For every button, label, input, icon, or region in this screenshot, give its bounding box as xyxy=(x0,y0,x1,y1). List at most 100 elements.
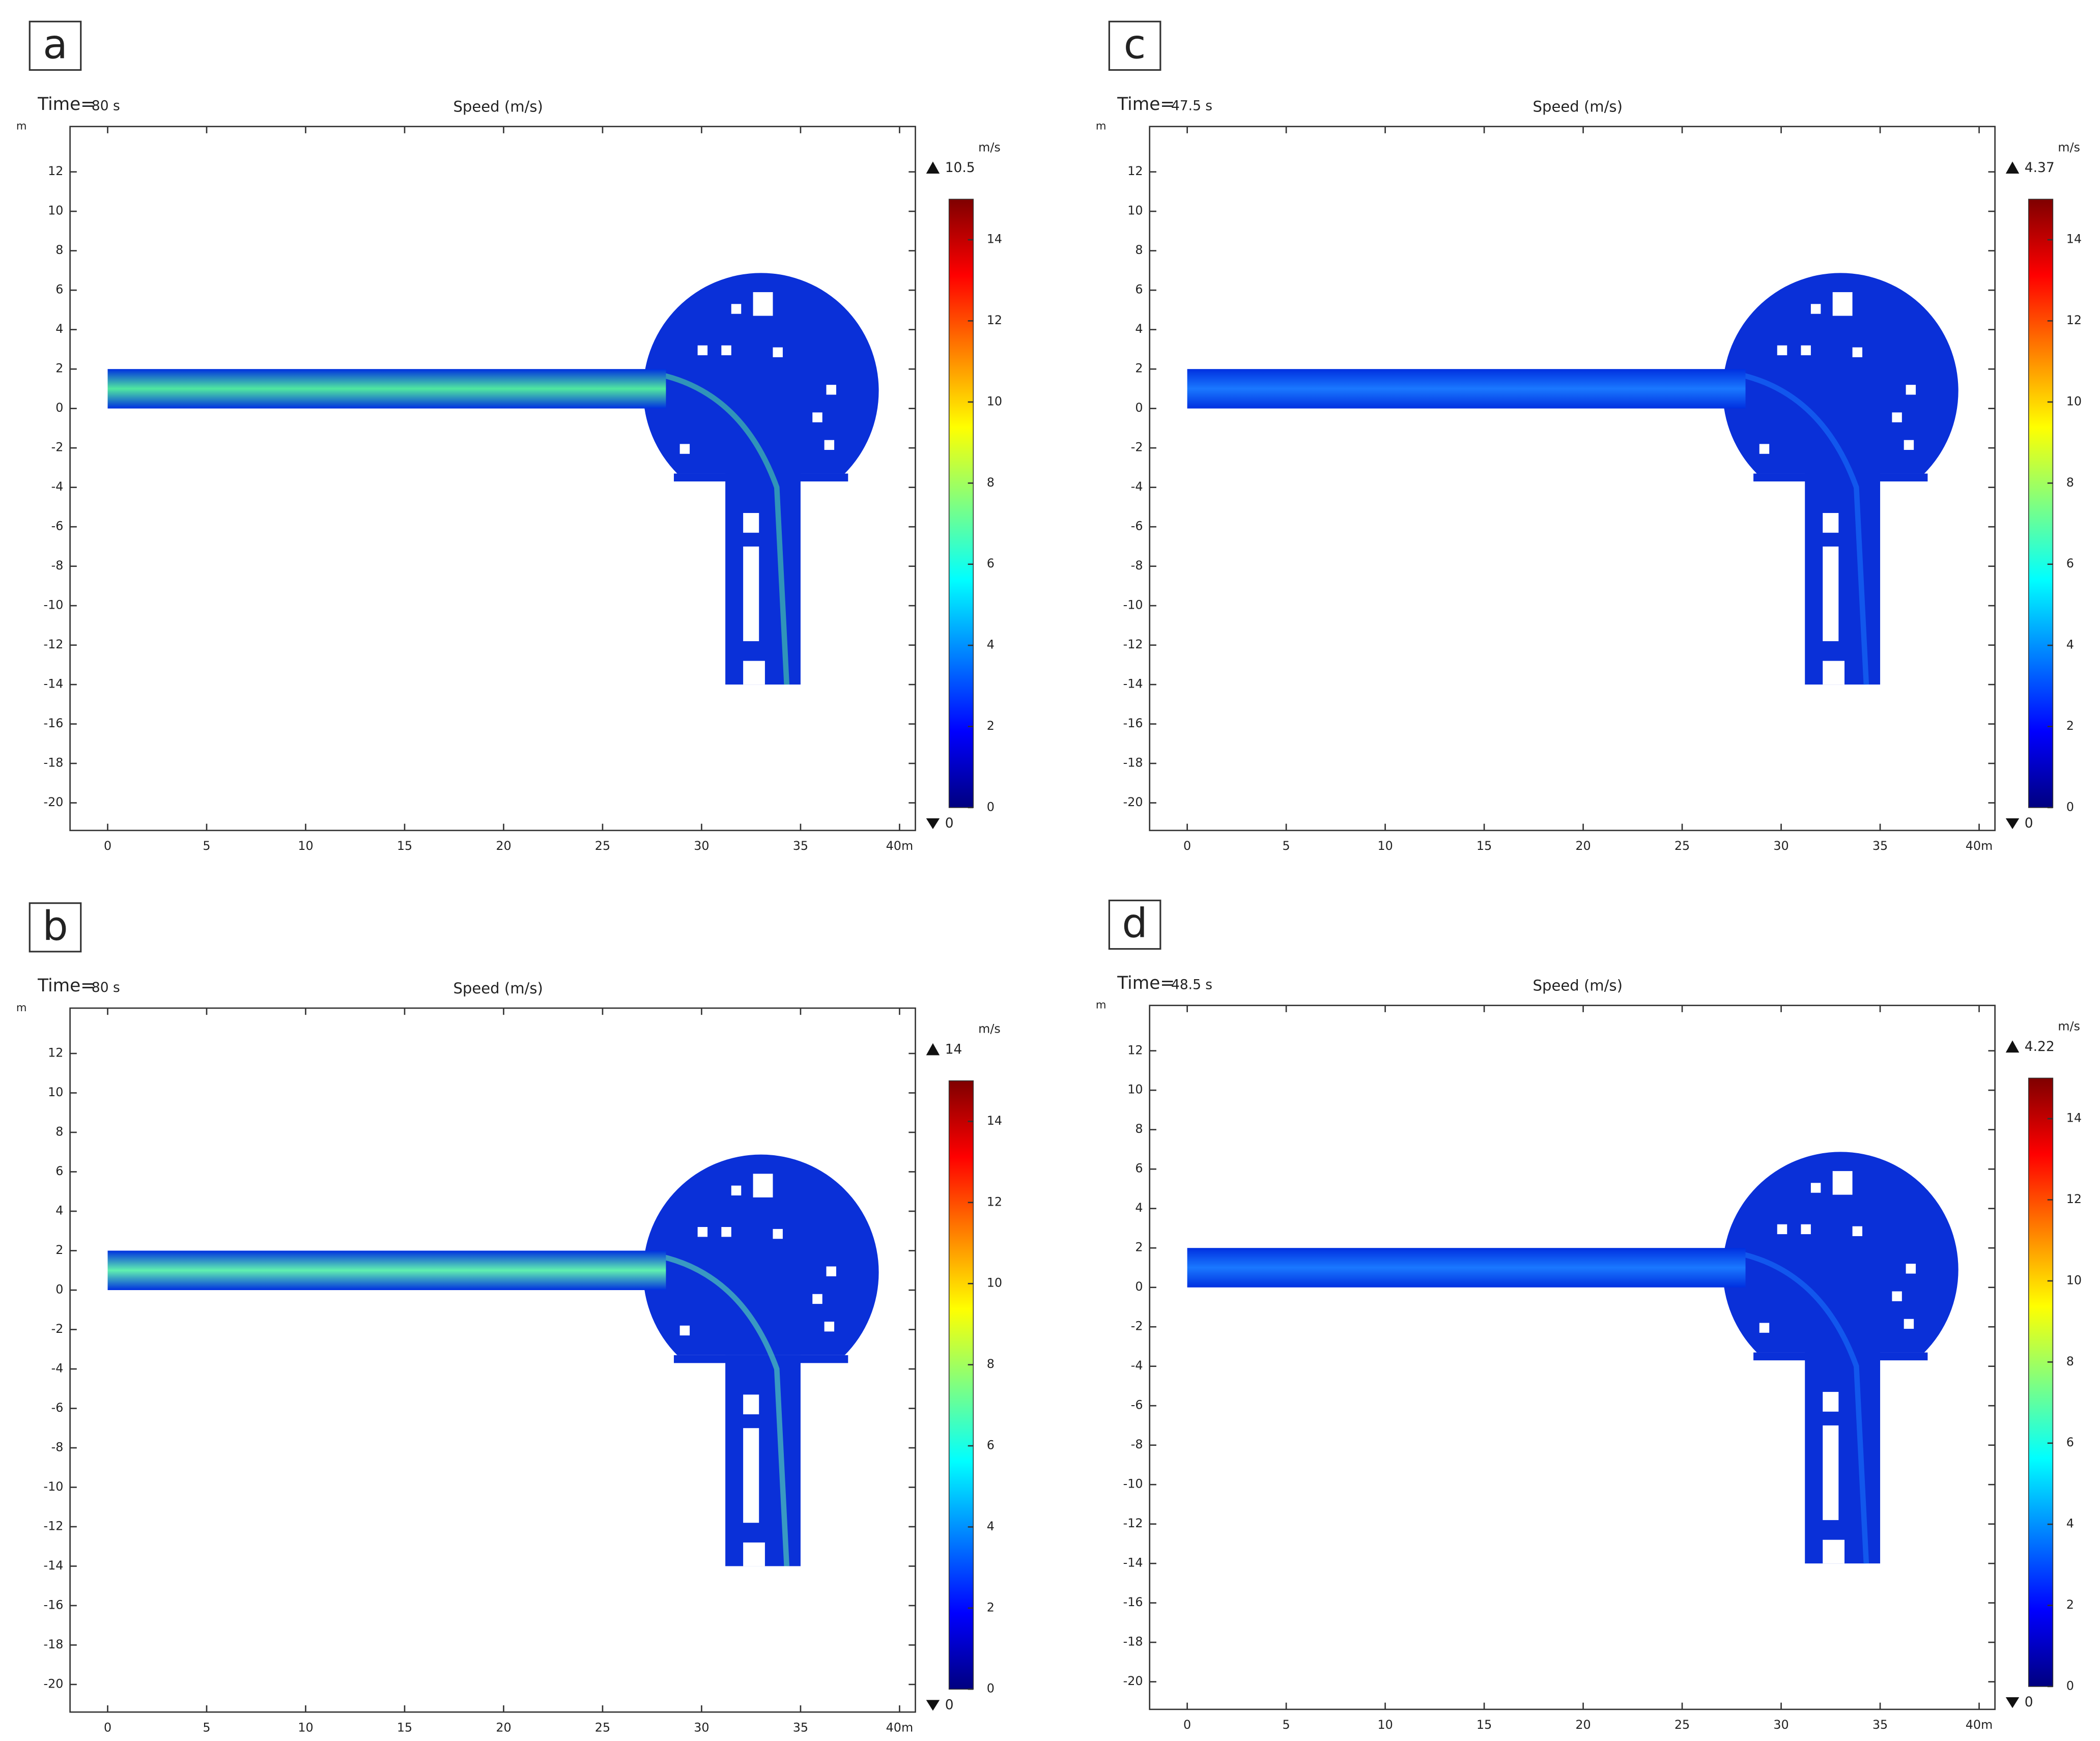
y-tick-label: -4 xyxy=(51,479,64,494)
x-tick-label: 30 xyxy=(1773,839,1789,853)
flow-domain xyxy=(107,1154,890,1566)
obstacle xyxy=(812,1294,822,1304)
time-label: Time= xyxy=(37,976,95,996)
obstacle xyxy=(773,1229,783,1239)
flow-domain xyxy=(1187,1152,1970,1564)
y-tick-label: -14 xyxy=(44,677,64,691)
y-tick-label: -6 xyxy=(51,1401,64,1415)
obstacle xyxy=(1823,1392,1839,1412)
y-tick-label: -12 xyxy=(44,637,64,651)
colorbar-tick-label: 12 xyxy=(2066,313,2082,327)
x-tick-label: 20 xyxy=(496,1720,511,1734)
x-tick-label: 5 xyxy=(1283,839,1290,853)
y-unit: m xyxy=(16,1001,27,1014)
y-tick-label: 4 xyxy=(55,1204,63,1218)
y-tick-label: -20 xyxy=(44,795,64,809)
y-tick-label: -18 xyxy=(1123,1635,1143,1649)
y-unit: m xyxy=(1096,120,1106,132)
y-tick-label: 2 xyxy=(55,361,63,376)
x-tick-label: 15 xyxy=(397,839,412,853)
y-tick-label: -2 xyxy=(51,440,64,454)
colorbar-tick-label: 0 xyxy=(2066,1678,2074,1693)
x-tick-label: 20 xyxy=(1575,1718,1591,1732)
colorbar-tick-label: 10 xyxy=(987,394,1002,408)
obstacle xyxy=(1852,347,1863,357)
obstacle xyxy=(1759,1323,1770,1333)
x-tick-label: 25 xyxy=(1675,839,1690,853)
y-tick-label: -10 xyxy=(44,1479,64,1494)
y-tick-label: 8 xyxy=(1135,1122,1143,1136)
outlet-jet xyxy=(1731,1249,1869,1564)
y-tick-label: 6 xyxy=(1135,1161,1143,1176)
x-tick-label: 5 xyxy=(1283,1718,1290,1732)
panel-title: Speed (m/s) xyxy=(1533,98,1623,116)
x-tick-label: 30 xyxy=(694,839,709,853)
y-tick-label: -2 xyxy=(1131,1319,1143,1333)
x-tick-label: 20 xyxy=(496,839,511,853)
obstacle xyxy=(826,385,836,395)
panel-title: Speed (m/s) xyxy=(453,98,543,116)
x-tick-label: 15 xyxy=(1477,1718,1492,1732)
obstacle xyxy=(1892,1291,1902,1301)
x-tick-label: 0 xyxy=(1183,839,1191,853)
obstacle xyxy=(721,1227,731,1237)
colorbar-tick-label: 2 xyxy=(2066,719,2074,733)
chamber xyxy=(1722,1152,1959,1388)
obstacle xyxy=(1810,1183,1821,1193)
colorbar-tick-label: 2 xyxy=(987,1600,995,1614)
obstacle xyxy=(1906,385,1916,395)
y-tick-label: -12 xyxy=(1123,1516,1143,1530)
colorbar-tick-label: 10 xyxy=(2066,394,2082,408)
obstacle xyxy=(773,347,783,357)
max-value: 4.37 xyxy=(2025,160,2055,176)
colorbar-unit: m/s xyxy=(2058,1019,2080,1033)
panel-label-box xyxy=(29,902,82,953)
y-tick-label: -20 xyxy=(1123,1674,1143,1688)
colorbar-unit: m/s xyxy=(978,1022,1001,1036)
y-tick-label: -14 xyxy=(44,1558,64,1573)
obstacle xyxy=(812,412,822,422)
x-tick-label: 10 xyxy=(298,1720,313,1734)
obstacle xyxy=(1823,513,1839,533)
obstacle xyxy=(1777,1224,1787,1235)
colorbar xyxy=(2028,198,2054,808)
y-unit: m xyxy=(1096,998,1106,1011)
colorbar-tick-label: 4 xyxy=(987,1519,995,1533)
obstacle xyxy=(743,1394,759,1415)
panel-label-box xyxy=(29,20,82,71)
y-tick-label: 8 xyxy=(55,1125,63,1139)
max-value: 14 xyxy=(945,1041,962,1057)
y-tick-label: -6 xyxy=(1131,1398,1143,1412)
min-marker xyxy=(2005,818,2020,830)
y-tick-label: -20 xyxy=(44,1676,64,1691)
time-label: Time= xyxy=(1117,94,1175,115)
x-tick-label: 15 xyxy=(397,1720,412,1734)
y-tick-label: 0 xyxy=(1135,1279,1143,1294)
x-tick-label: 40m xyxy=(1966,1718,1993,1732)
x-tick-label: 5 xyxy=(203,1720,210,1734)
y-tick-label: 2 xyxy=(1135,1240,1143,1254)
obstacle xyxy=(731,1185,742,1196)
obstacle xyxy=(721,345,731,356)
y-tick-label: 0 xyxy=(55,1282,63,1296)
y-tick-label: -4 xyxy=(1131,1358,1143,1373)
max-value: 4.22 xyxy=(2025,1039,2055,1054)
x-tick-label: 10 xyxy=(1377,839,1393,853)
y-tick-label: 10 xyxy=(48,204,63,218)
y-tick-label: -16 xyxy=(1123,1595,1143,1609)
colorbar-tick-label: 8 xyxy=(2066,1354,2074,1368)
y-tick-label: 0 xyxy=(55,401,63,415)
obstacle xyxy=(1852,1226,1863,1236)
colorbar-tick-label: 12 xyxy=(2066,1192,2082,1206)
max-marker xyxy=(926,161,940,174)
y-tick-label: -14 xyxy=(1123,1556,1143,1570)
y-tick-label: 12 xyxy=(1127,164,1143,178)
x-tick-label: 25 xyxy=(595,839,610,853)
colorbar-tick-label: 14 xyxy=(987,232,1002,246)
time-value: 48.5 s xyxy=(1171,977,1212,992)
y-tick-label: -18 xyxy=(1123,756,1143,770)
obstacle xyxy=(1823,1539,1845,1564)
min-marker xyxy=(926,818,940,830)
obstacle xyxy=(1823,661,1845,685)
